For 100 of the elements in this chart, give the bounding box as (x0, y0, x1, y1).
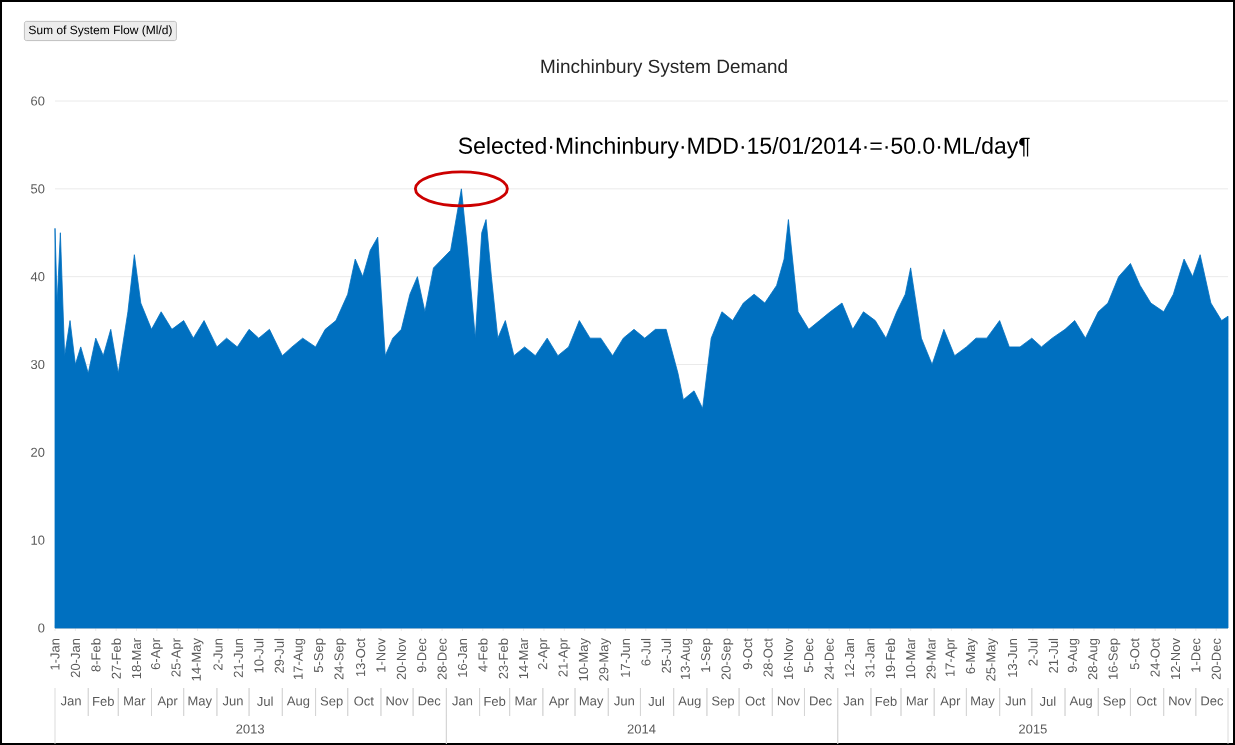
x-tick-label: 8-Feb (90, 638, 101, 672)
text: Feb (484, 696, 506, 706)
text: Mar (515, 696, 537, 706)
x-tick-label: 17-Aug (293, 638, 306, 679)
x-tick-label: 16-Nov (783, 638, 794, 679)
x-tick-label: 2-Jul (1028, 638, 1038, 666)
x-tick-label: 27-Feb (111, 638, 121, 679)
text: Jul (257, 696, 273, 706)
y-tick-label: 20 (31, 447, 45, 457)
x-tick-label: 21-Jun (233, 638, 243, 678)
x-tick-label: 6-May (965, 638, 978, 674)
x-tick-label: 24-Dec (824, 638, 834, 680)
x-tick-label: 23-Feb (498, 638, 508, 679)
text: Feb (93, 696, 114, 706)
x-tick-label: 24-Sep (334, 638, 347, 680)
x-tick-label: 5-Dec (804, 638, 814, 673)
x-tick-label: 29-Mar (926, 638, 936, 679)
y-tick-label: 60 (31, 96, 45, 106)
x-tick-label: 24-Oct (1150, 638, 1160, 677)
text: Jul (648, 696, 664, 706)
x-tick-label: 14-Mar (519, 638, 529, 679)
x-tick-label: 29-May (599, 638, 611, 681)
text: Oct (1137, 696, 1157, 706)
x-tick-label: 4-Feb (478, 638, 488, 672)
x-tick-label: 9-Dec (417, 638, 427, 673)
x-tick-label: 21-Jul (1048, 638, 1059, 673)
text: Nov (386, 696, 409, 706)
text: Feb (875, 696, 897, 706)
x-tick-label: 29-Jul (274, 638, 284, 673)
x-tick-label: 19-Feb (885, 638, 896, 679)
text: Jul (1039, 696, 1056, 706)
x-tick-label: 1-Dec (1191, 638, 1201, 672)
text: Apr (940, 696, 961, 709)
x-tick-label: 5-Sep (313, 638, 326, 673)
x-tick-label: 14-May (191, 638, 204, 681)
x-tick-label: 20-Sep (721, 638, 734, 680)
x-tick-label: 17-Jun (620, 638, 630, 677)
text: Apr (157, 696, 178, 709)
text: 2013 (236, 724, 265, 734)
text: Mar (906, 696, 929, 706)
y-tick-label: 0 (38, 623, 45, 633)
y-tick-label: 40 (30, 272, 45, 282)
x-tick-label: 28-Oct (763, 638, 773, 677)
text: Dec (1201, 696, 1224, 706)
y-tick-label: 50 (31, 184, 45, 194)
text: Oct (745, 696, 766, 706)
x-tick-label: 18-Mar (131, 638, 142, 679)
x-tick-label: 12-Jan (844, 638, 855, 677)
x-tick-label: 1-Nov (376, 638, 386, 672)
text: Sep (320, 696, 343, 709)
x-tick-label: 25-Apr (171, 638, 184, 677)
annotation: Selected·Minchinbury·MDD·15/01/2014·=·50.0·ML/day¶ (458, 137, 1030, 159)
x-tick-label: 9-Oct (743, 638, 753, 670)
x-tick-label: 20-Nov (396, 638, 406, 680)
x-tick-label: 2-Apr (538, 638, 550, 670)
x-tick-label: 5-Oct (1130, 638, 1140, 670)
x-tick-label: 16-Jan (457, 638, 468, 677)
x-tick-label: 28-Dec (437, 638, 447, 680)
chart-title: Minchinbury System Demand (541, 59, 787, 77)
text: Jun (1005, 696, 1026, 706)
text: Aug (678, 696, 701, 709)
x-tick-label: 2-Jun (213, 638, 223, 670)
text: May (579, 696, 604, 709)
x-tick-label: 9-Aug (1067, 638, 1080, 673)
x-tick-label: 16-Sep (1108, 638, 1121, 679)
x-tick-label: 25-Jul (661, 638, 671, 673)
text: Apr (548, 696, 569, 709)
text: Jan (60, 696, 81, 706)
x-tick-label: 25-May (986, 638, 999, 681)
x-tick-label: 10-May (578, 638, 591, 681)
text: Nov (1169, 696, 1192, 706)
x-tick-label: 17-Apr (945, 638, 958, 677)
text: Dec (418, 696, 441, 706)
x-tick-label: 21-Apr (558, 638, 571, 677)
text: 2015 (1019, 724, 1047, 734)
x-tick-label: 20-Dec (1211, 638, 1221, 680)
y-tick-label: 10 (31, 535, 45, 545)
text: Oct (354, 696, 374, 706)
y-tick-label: 30 (30, 359, 45, 370)
x-tick-label: 28-Aug (1088, 638, 1100, 680)
text: Aug (1069, 696, 1092, 709)
text: Jun (222, 696, 243, 706)
text: 2014 (627, 724, 656, 734)
text: Jan (452, 696, 473, 706)
text: Jan (843, 696, 864, 706)
text: Dec (810, 696, 832, 706)
text: May (188, 696, 212, 709)
text: May (971, 696, 995, 709)
x-tick-label: 13-Jun (1007, 638, 1018, 677)
x-tick-label: 1-Sep (701, 638, 713, 672)
x-tick-label: 6-Jul (641, 638, 651, 666)
x-tick-label: 10-Jul (253, 638, 264, 673)
text: Nov (777, 696, 800, 706)
x-tick-label: 12-Nov (1170, 638, 1181, 679)
x-tick-label: 20-Jan (70, 638, 80, 678)
text: Jun (614, 696, 634, 706)
x-tick-label: 31-Jan (865, 638, 875, 678)
text: Aug (286, 696, 310, 709)
text: Mar (124, 696, 146, 706)
x-tick-label: 1-Jan (50, 638, 60, 670)
